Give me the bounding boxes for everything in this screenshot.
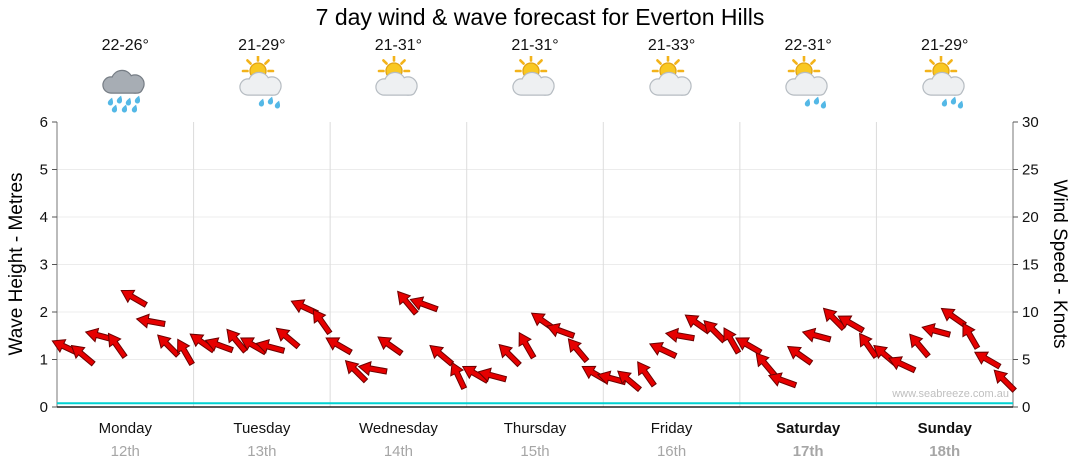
- wind-arrow: [973, 351, 1002, 370]
- right-tick-label: 0: [1022, 399, 1030, 416]
- x-label-day: Thursday: [504, 420, 567, 437]
- wind-arrow: [275, 327, 301, 350]
- wind-arrow: [120, 289, 148, 308]
- wind-arrow: [801, 327, 832, 343]
- wind-arrow: [135, 313, 166, 329]
- x-label-day: Tuesday: [233, 420, 290, 437]
- wind-arrow: [786, 345, 814, 366]
- x-label-date: 12th: [111, 443, 140, 460]
- right-tick-label: 10: [1022, 304, 1039, 321]
- x-label-day: Friday: [651, 420, 693, 437]
- wind-arrow: [409, 296, 439, 313]
- wind-arrow: [429, 344, 455, 367]
- right-tick-label: 25: [1022, 162, 1039, 179]
- page-title: 7 day wind & wave forecast for Everton H…: [315, 4, 765, 30]
- wind-arrow: [755, 352, 778, 378]
- right-tick-label: 5: [1022, 352, 1030, 369]
- wind-arrow: [648, 341, 678, 359]
- wind-arrow: [397, 290, 419, 316]
- x-label-date: 18th: [929, 443, 960, 460]
- wind-arrow: [664, 327, 695, 343]
- left-tick-label: 3: [40, 257, 48, 274]
- wind-arrow: [255, 339, 286, 354]
- x-label-day: Monday: [99, 420, 153, 437]
- wind-arrow: [498, 343, 522, 368]
- wind-arrow: [993, 369, 1017, 393]
- x-label-date: 17th: [793, 443, 824, 460]
- wind-arrow: [723, 327, 742, 355]
- wind-arrow: [518, 331, 537, 360]
- wind-arrow: [344, 359, 369, 384]
- wind-arrow: [377, 336, 404, 357]
- left-tick-label: 5: [40, 162, 48, 179]
- wind-arrow: [312, 308, 333, 336]
- x-label-date: 14th: [384, 443, 413, 460]
- left-tick-label: 2: [40, 304, 48, 321]
- wind-arrow: [962, 322, 981, 350]
- right-tick-label: 15: [1022, 257, 1039, 274]
- left-tick-label: 0: [40, 399, 48, 416]
- wind-arrow: [567, 338, 590, 364]
- wind-arrow: [204, 337, 234, 354]
- wind-arrow: [887, 356, 917, 374]
- wind-arrow: [450, 361, 468, 391]
- x-label-day: Saturday: [776, 420, 841, 437]
- wind-arrow: [546, 322, 576, 339]
- wind-arrow: [357, 361, 388, 377]
- x-label-date: 13th: [247, 443, 276, 460]
- left-tick-label: 1: [40, 352, 48, 369]
- left-tick-label: 4: [40, 209, 48, 226]
- wind-arrow: [477, 367, 508, 383]
- right-tick-label: 20: [1022, 209, 1039, 226]
- left-tick-label: 6: [40, 114, 48, 131]
- wind-arrow: [837, 315, 865, 334]
- x-label-day: Wednesday: [359, 420, 438, 437]
- wind-arrow: [637, 361, 657, 388]
- wind-arrow: [290, 299, 319, 317]
- wind-arrow: [734, 337, 763, 356]
- watermark: www.seabreeze.com.au: [892, 388, 1009, 400]
- wind-arrow: [909, 333, 931, 359]
- wind-arrow: [107, 332, 128, 359]
- x-label-date: 16th: [657, 443, 686, 460]
- wind-arrow: [70, 344, 96, 367]
- wind-arrow: [617, 370, 643, 393]
- wind-arrow: [177, 338, 195, 367]
- wind-arrow: [940, 307, 967, 328]
- wind-arrow: [767, 372, 798, 389]
- right-tick-label: 30: [1022, 114, 1039, 131]
- wind-arrow: [921, 322, 952, 338]
- x-label-date: 15th: [520, 443, 549, 460]
- x-label-day: Sunday: [918, 420, 973, 437]
- wind-arrow: [325, 337, 353, 356]
